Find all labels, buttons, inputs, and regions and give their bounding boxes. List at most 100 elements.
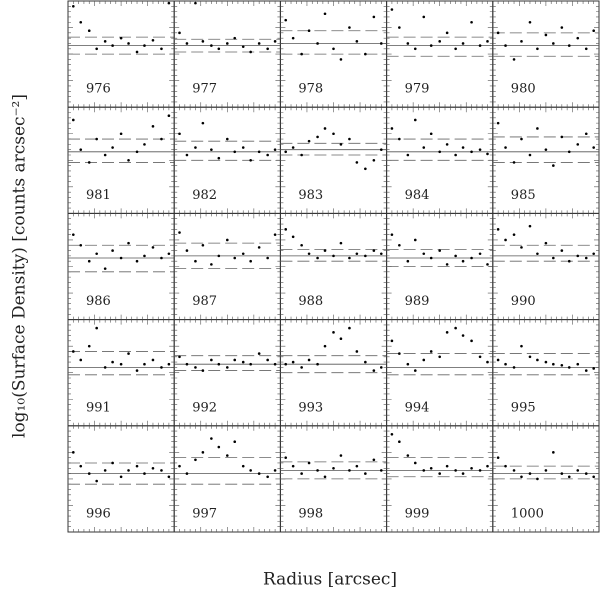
data-point xyxy=(406,259,410,263)
data-point xyxy=(438,355,442,359)
data-point xyxy=(95,479,98,483)
data-point xyxy=(119,132,123,136)
data-point xyxy=(135,369,139,372)
data-point xyxy=(390,339,394,343)
data-point xyxy=(355,252,359,256)
data-point xyxy=(151,246,155,249)
data-point xyxy=(552,164,555,167)
data-point xyxy=(454,47,457,51)
panel-label: 985 xyxy=(511,188,536,203)
data-point xyxy=(520,246,523,249)
data-point xyxy=(461,259,465,263)
panel-ticks xyxy=(492,319,599,426)
data-point xyxy=(438,40,442,43)
data-point xyxy=(398,352,401,355)
data-point xyxy=(584,256,588,260)
data-point xyxy=(257,42,261,45)
panel-frame xyxy=(173,319,281,427)
data-point xyxy=(103,153,107,157)
data-point xyxy=(486,152,489,156)
data-point xyxy=(167,114,171,117)
data-point xyxy=(257,352,261,355)
data-point xyxy=(111,360,114,364)
data-point xyxy=(194,366,197,369)
data-point xyxy=(266,153,269,157)
data-point xyxy=(87,344,91,348)
data-point xyxy=(210,358,213,362)
data-point xyxy=(300,153,303,157)
data-point xyxy=(339,454,343,457)
data-point xyxy=(552,362,555,366)
panel-label: 996 xyxy=(86,507,111,522)
data-point xyxy=(355,464,359,468)
data-point xyxy=(307,358,311,362)
panel-label: 998 xyxy=(298,507,323,522)
data-point xyxy=(339,241,343,245)
data-point xyxy=(332,466,335,470)
panel-ticks xyxy=(386,213,493,320)
data-point xyxy=(504,146,507,149)
data-point xyxy=(478,469,482,472)
data-point xyxy=(390,432,394,436)
data-point xyxy=(127,159,130,162)
data-point xyxy=(210,148,213,151)
data-point xyxy=(445,331,449,334)
panel-frame xyxy=(492,319,600,427)
data-point xyxy=(87,472,91,475)
data-point xyxy=(504,238,507,242)
data-point xyxy=(406,153,410,157)
data-point xyxy=(72,233,75,236)
panel-ticks xyxy=(68,1,175,108)
data-point xyxy=(576,362,580,366)
data-point xyxy=(390,127,394,130)
data-point xyxy=(413,461,417,465)
data-point xyxy=(512,469,516,472)
data-point xyxy=(291,146,295,149)
data-point xyxy=(300,472,303,475)
data-point xyxy=(201,369,205,372)
data-point xyxy=(478,355,482,359)
data-point xyxy=(339,58,343,61)
data-point xyxy=(119,475,123,479)
data-point xyxy=(504,362,507,366)
data-point xyxy=(528,355,532,359)
data-point xyxy=(584,369,588,372)
data-point xyxy=(584,472,588,475)
data-point xyxy=(178,231,181,234)
data-point xyxy=(307,29,311,33)
data-point xyxy=(249,50,252,54)
data-point xyxy=(512,366,516,369)
data-point xyxy=(233,36,237,40)
data-point xyxy=(567,150,571,154)
data-point xyxy=(422,252,426,256)
panel-frame xyxy=(386,319,494,427)
data-point xyxy=(372,159,376,162)
data-point xyxy=(249,362,252,366)
data-point xyxy=(300,366,303,369)
data-point xyxy=(512,233,516,236)
data-point xyxy=(422,469,426,472)
data-point xyxy=(95,252,98,256)
data-point xyxy=(178,132,181,136)
data-point xyxy=(496,121,500,125)
data-point xyxy=(266,475,269,479)
data-point xyxy=(87,259,91,263)
data-point xyxy=(379,469,383,472)
data-point xyxy=(291,464,295,468)
data-point xyxy=(445,263,449,266)
panel-label: 992 xyxy=(192,400,217,415)
data-point xyxy=(496,358,500,362)
data-point xyxy=(496,31,500,35)
data-point xyxy=(210,263,213,266)
data-point xyxy=(364,360,367,364)
panel-ticks xyxy=(68,107,175,214)
data-point xyxy=(135,464,139,468)
data-point xyxy=(72,451,75,454)
data-point xyxy=(273,469,277,472)
panel-label: 1000 xyxy=(511,507,544,522)
data-point xyxy=(348,26,351,29)
x-axis-label: Radius [arcsec] xyxy=(263,570,397,590)
panel-label: 993 xyxy=(298,400,323,415)
data-point xyxy=(544,360,548,364)
data-point xyxy=(372,458,376,462)
